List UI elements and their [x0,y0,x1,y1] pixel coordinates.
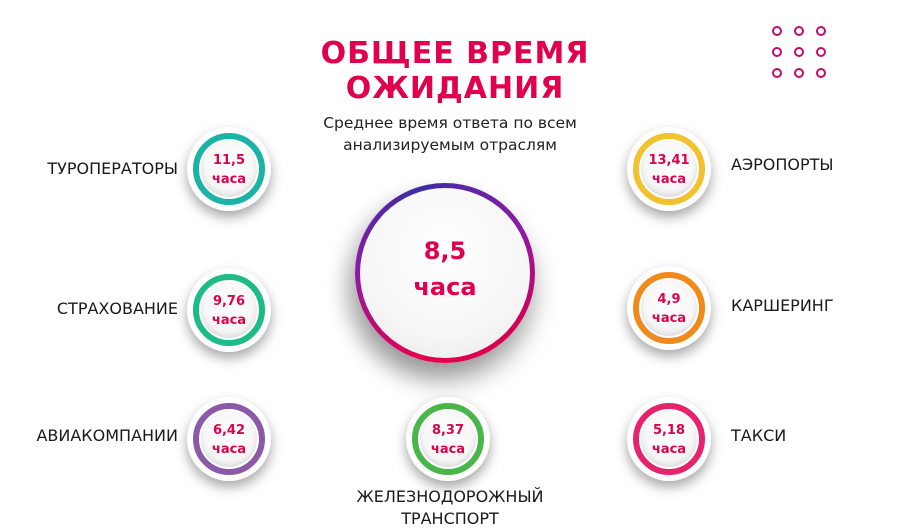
value-insurance: 9,76 [212,294,246,309]
decorative-dots-grid-icon [768,22,834,84]
value-carsharing: 4,9 [657,292,681,307]
average-value: 8,5 [423,237,467,265]
value-airlines: 6,42 [212,423,246,438]
value-taxi: 5,18 [652,423,686,438]
subtitle: Среднее время ответа по всем анализируем… [290,112,610,156]
value-touroperators: 11,5 [212,153,246,168]
bubble-railway: 8,37 часа [406,397,490,481]
page-title: ОБЩЕЕ ВРЕМЯ ОЖИДАНИЯ [320,36,590,106]
label-airports: АЭРОПОРТЫ [731,155,834,174]
average-unit: часа [413,273,477,301]
unit-railway: часа [430,442,466,457]
label-carsharing: КАРШЕРИНГ [731,296,834,315]
unit-airlines: часа [211,442,247,457]
bubble-airports: 13,41 часа [627,127,711,211]
bubble-airlines: 6,42 часа [187,397,271,481]
label-railway-line-2: ТРАНСПОРТ [401,509,499,528]
label-airlines: АВИАКОМПАНИИ [36,426,178,445]
value-airports: 13,41 [648,153,690,168]
label-railway: ЖЕЛЕЗНОДОРОЖНЫЙ ТРАНСПОРТ [330,486,570,530]
label-insurance: СТРАХОВАНИЕ [56,299,178,318]
unit-touroperators: часа [211,172,247,187]
unit-carsharing: часа [651,311,687,326]
bubble-touroperators: 11,5 часа [187,127,271,211]
value-railway: 8,37 [431,423,465,438]
label-taxi: ТАКСИ [731,426,787,445]
unit-airports: часа [651,172,687,187]
average-circle: 8,5 часа [355,183,535,363]
bubble-insurance: 9,76 часа [187,268,271,352]
label-railway-line-1: ЖЕЛЕЗНОДОРОЖНЫЙ [356,487,544,506]
bubble-carsharing: 4,9 часа [627,266,711,350]
subtitle-line-2: анализируемым отраслям [343,136,557,154]
unit-insurance: часа [211,313,247,328]
subtitle-line-1: Среднее время ответа по всем [323,114,577,132]
label-touroperators: ТУРОПЕРАТОРЫ [47,159,178,178]
bubble-taxi: 5,18 часа [627,397,711,481]
unit-taxi: часа [651,442,687,457]
